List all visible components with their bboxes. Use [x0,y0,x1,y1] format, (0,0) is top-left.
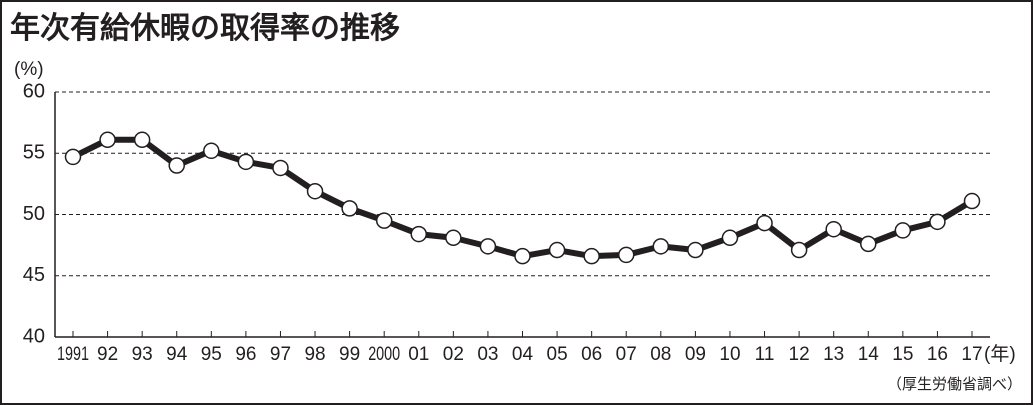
point [929,213,946,231]
y-unit-label: (%) [14,59,44,80]
point [583,247,600,265]
point [133,131,151,149]
x-tick-label: 11 [755,344,775,365]
x-tick-label: 17 [961,344,982,365]
point [99,131,116,149]
point [272,159,289,177]
x-tick-label: 96 [235,344,256,365]
x-tick-label: 12 [789,344,810,365]
y-tick-label: 60 [23,80,45,102]
x-tick-label: 06 [581,344,602,365]
source: （厚生労働省調べ） [887,376,1022,393]
x-tick-label: 14 [858,344,880,365]
point [237,153,255,171]
x-tick-label: 02 [443,344,464,365]
point [617,246,635,264]
point [514,247,531,265]
x-tick-label: 99 [339,344,360,365]
point [548,241,566,259]
x-tick-label: 94 [166,344,188,365]
y-tick-label: 50 [23,203,45,225]
x-tick-label: 09 [685,344,706,365]
y-tick-label: 55 [23,142,45,164]
point [168,157,185,174]
point [963,192,981,210]
point [479,238,497,255]
point [756,214,773,232]
y-tick-label: 45 [23,264,45,286]
x-tick-label: 2000 [368,344,400,365]
point [410,225,428,243]
x-tick-label: 01 [408,344,429,365]
point [64,148,82,166]
point [894,222,912,239]
point [652,238,670,255]
x-tick-label: 08 [650,344,671,365]
x-tick-label: 16 [927,344,948,365]
point [445,229,462,247]
y-tick-label: 40 [23,325,45,347]
x-tick-label: 07 [616,344,637,365]
x-unit-label: (年) [984,343,1016,365]
x-tick-label: 92 [97,344,118,365]
x-tick-label: 15 [892,344,913,365]
point [790,241,808,259]
point [203,142,220,160]
point [375,212,393,229]
x-tick-label: 97 [270,344,291,365]
x-tick-label: 03 [477,344,498,365]
point [687,241,704,259]
point [860,235,877,253]
point [306,182,324,200]
chart-title: 年次有給休暇の取得率の推移 [10,11,400,45]
x-tick-label: 93 [132,344,153,365]
x-tick-label: 95 [201,344,222,365]
x-tick-label: 98 [304,344,325,365]
point [721,229,739,247]
point [825,220,842,238]
x-tick-label: 13 [823,344,844,365]
x-tick-label: 1991 [57,344,89,365]
x-tick-label: 05 [547,344,568,365]
x-tick-label: 10 [719,344,740,365]
point [341,200,358,217]
x-tick-label: 04 [512,344,534,365]
